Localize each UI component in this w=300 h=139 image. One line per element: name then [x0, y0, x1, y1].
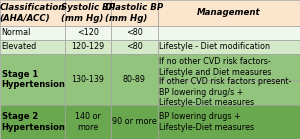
- Text: Diastolic BP
(mm Hg): Diastolic BP (mm Hg): [105, 3, 164, 23]
- Bar: [158, 54, 300, 105]
- Bar: [158, 26, 300, 40]
- Text: Lifestyle - Diet modification: Lifestyle - Diet modification: [159, 42, 270, 51]
- Bar: [0, 54, 64, 105]
- Text: Management: Management: [197, 8, 261, 17]
- Text: 120-129: 120-129: [71, 42, 104, 51]
- Text: Stage 1
Hypertension: Stage 1 Hypertension: [2, 70, 65, 89]
- Bar: [64, 0, 111, 26]
- Bar: [64, 26, 111, 40]
- Text: Stage 2
Hypertension: Stage 2 Hypertension: [2, 112, 65, 132]
- Bar: [0, 0, 64, 26]
- Bar: [64, 40, 111, 54]
- Text: <80: <80: [126, 28, 142, 37]
- Text: Normal: Normal: [2, 28, 31, 37]
- Text: If other CVD risk factors present-
BP lowering drug/s +
Lifestyle-Diet measures: If other CVD risk factors present- BP lo…: [159, 77, 291, 107]
- Bar: [158, 40, 300, 54]
- Text: 140 or
more: 140 or more: [75, 112, 101, 132]
- Text: BP lowering drugs +
Lifestyle-Diet measures: BP lowering drugs + Lifestyle-Diet measu…: [159, 112, 254, 132]
- Bar: [158, 105, 300, 139]
- Text: <80: <80: [126, 42, 142, 51]
- Text: 80-89: 80-89: [123, 75, 146, 84]
- Text: 130-139: 130-139: [71, 75, 104, 84]
- Bar: [64, 54, 111, 105]
- Bar: [64, 105, 111, 139]
- Text: 90 or more: 90 or more: [112, 117, 157, 126]
- Bar: [158, 0, 300, 26]
- Text: If no other CVD risk factors-
Lifestyle and Diet measures: If no other CVD risk factors- Lifestyle …: [159, 57, 272, 77]
- Bar: [111, 54, 158, 105]
- Bar: [0, 105, 64, 139]
- Bar: [0, 26, 64, 40]
- Bar: [111, 40, 158, 54]
- Text: Elevated: Elevated: [2, 42, 37, 51]
- Text: <120: <120: [77, 28, 99, 37]
- Bar: [111, 0, 158, 26]
- Text: Classification
(AHA/ACC): Classification (AHA/ACC): [0, 3, 65, 23]
- Text: Systolic BP
(mm Hg): Systolic BP (mm Hg): [61, 3, 115, 23]
- Bar: [111, 105, 158, 139]
- Bar: [0, 40, 64, 54]
- Bar: [111, 26, 158, 40]
